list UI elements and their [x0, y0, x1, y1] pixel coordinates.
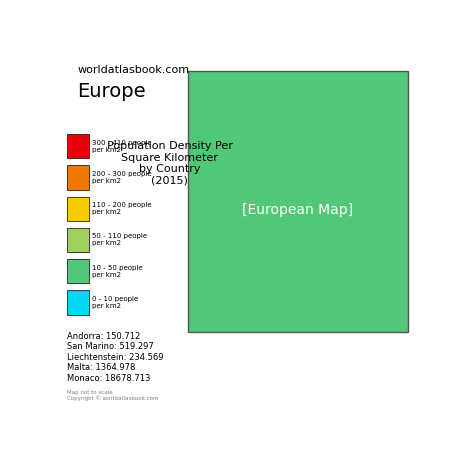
- Text: Europe: Europe: [78, 82, 146, 101]
- Text: 300 - 410 people
per km2: 300 - 410 people per km2: [92, 140, 152, 152]
- Text: 200 - 300 people
per km2: 200 - 300 people per km2: [92, 171, 152, 184]
- Text: Copyright © worldatlasbook.com: Copyright © worldatlasbook.com: [66, 395, 158, 400]
- Text: Population Density Per
Square Kilometer
by Country
(2015): Population Density Per Square Kilometer …: [107, 141, 232, 186]
- Bar: [66, 134, 89, 158]
- Bar: [188, 72, 408, 332]
- Text: Monaco: 18678.713: Monaco: 18678.713: [66, 373, 150, 382]
- Text: [European Map]: [European Map]: [243, 203, 354, 217]
- Text: Andorra: 150.712: Andorra: 150.712: [66, 332, 140, 341]
- Text: 110 - 200 people
per km2: 110 - 200 people per km2: [92, 202, 152, 215]
- Text: worldatlasbook.com: worldatlasbook.com: [78, 64, 190, 74]
- Bar: [66, 165, 89, 189]
- Text: Map not to scale: Map not to scale: [66, 391, 112, 396]
- Text: Malta: 1364.978: Malta: 1364.978: [66, 363, 135, 372]
- Bar: [66, 259, 89, 283]
- Bar: [66, 290, 89, 315]
- Text: San Marino: 519.297: San Marino: 519.297: [66, 342, 154, 351]
- Bar: [66, 228, 89, 252]
- Text: 0 - 10 people
per km2: 0 - 10 people per km2: [92, 296, 138, 309]
- Text: Liechtenstein: 234.569: Liechtenstein: 234.569: [66, 353, 163, 362]
- Bar: [66, 197, 89, 221]
- Text: 10 - 50 people
per km2: 10 - 50 people per km2: [92, 265, 143, 278]
- Text: 50 - 110 people
per km2: 50 - 110 people per km2: [92, 234, 147, 246]
